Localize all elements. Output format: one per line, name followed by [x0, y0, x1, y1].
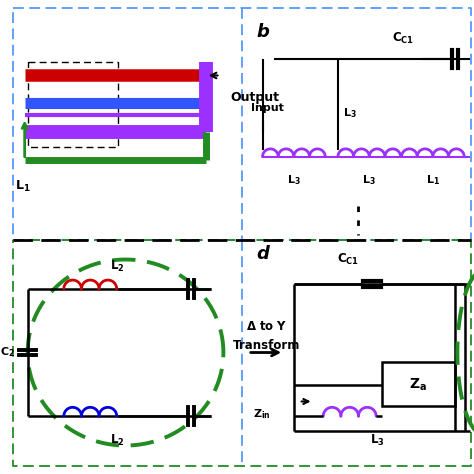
Text: $\bf{L_2}$: $\bf{L_2}$ [110, 433, 125, 448]
Text: d: d [257, 245, 270, 263]
Text: $\bf{L_1}$: $\bf{L_1}$ [15, 179, 30, 194]
Text: $\bf{Z_{in}}$: $\bf{Z_{in}}$ [253, 407, 271, 421]
Text: $\bf{L_3}$: $\bf{L_3}$ [370, 433, 384, 448]
Text: $\bf{L_3}$: $\bf{L_3}$ [362, 173, 376, 187]
Text: $\bf{L_3}$: $\bf{L_3}$ [343, 106, 356, 119]
Text: $\bf{L_3}$: $\bf{L_3}$ [287, 173, 301, 187]
Text: $\bf{Z_a}$: $\bf{Z_a}$ [409, 377, 427, 393]
Text: $\bf{L_2}$: $\bf{L_2}$ [110, 259, 125, 274]
Text: $\bf{C_{C1}}$: $\bf{C_{C1}}$ [337, 252, 359, 267]
Text: Transform: Transform [233, 339, 300, 352]
Bar [382, 362, 456, 406]
Text: $\bf{C_{C1}}$: $\bf{C_{C1}}$ [392, 31, 414, 46]
Text: Input: Input [251, 103, 283, 113]
Text: $\bf{\Delta}$ to Y: $\bf{\Delta}$ to Y [246, 319, 287, 333]
Text: Output: Output [230, 91, 279, 104]
Text: $\bf{C_2}$: $\bf{C_2}$ [0, 346, 15, 359]
Text: $\bf{L_1}$: $\bf{L_1}$ [426, 173, 440, 187]
Text: b: b [257, 23, 270, 41]
